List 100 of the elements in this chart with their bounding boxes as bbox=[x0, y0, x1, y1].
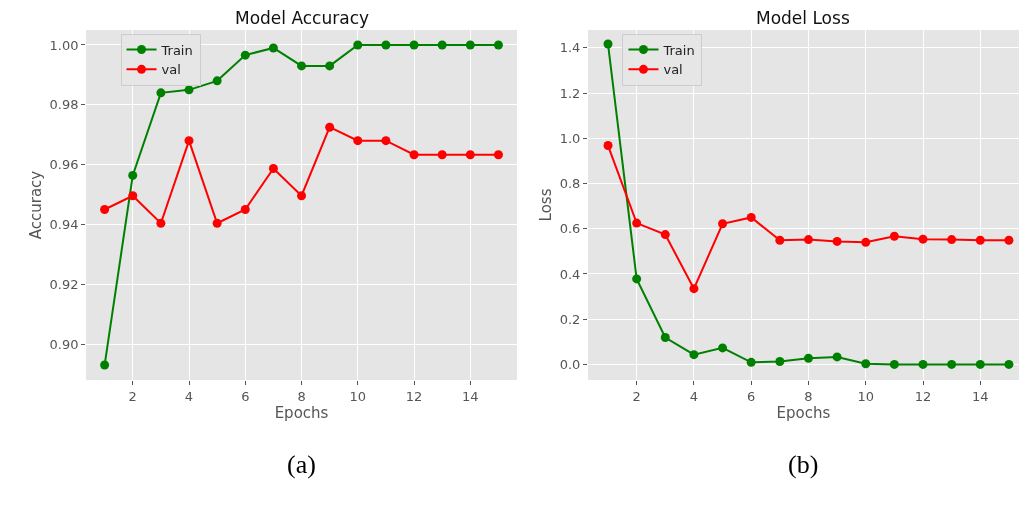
point bbox=[632, 218, 642, 228]
point bbox=[353, 136, 363, 146]
x-tick-label: 10 bbox=[349, 388, 367, 404]
y-axis-title: Loss bbox=[536, 188, 555, 222]
point bbox=[156, 218, 166, 228]
y-tick-label: 0.8 bbox=[559, 176, 581, 192]
point bbox=[268, 164, 278, 173]
x-tick-label: 2 bbox=[632, 388, 641, 404]
y-tick-label: 0.0 bbox=[559, 356, 581, 372]
point bbox=[889, 231, 899, 241]
point bbox=[409, 40, 419, 50]
point bbox=[240, 50, 250, 60]
point bbox=[381, 136, 391, 146]
point bbox=[947, 359, 957, 369]
point bbox=[381, 40, 391, 50]
point bbox=[156, 88, 166, 98]
point bbox=[718, 343, 728, 353]
y-tick-label: 0.94 bbox=[49, 216, 79, 232]
point bbox=[437, 40, 447, 50]
x-tick-label: 8 bbox=[297, 388, 306, 404]
y-tick-label: 0.98 bbox=[49, 97, 79, 113]
point bbox=[861, 359, 871, 369]
x-tick-label: 6 bbox=[241, 388, 250, 404]
legend-label: val bbox=[161, 62, 181, 78]
x-tick-label: 14 bbox=[972, 388, 989, 404]
legend-label: Train bbox=[662, 42, 695, 58]
chart-title: Model Accuracy bbox=[235, 8, 370, 28]
point bbox=[603, 39, 613, 49]
point bbox=[803, 353, 813, 363]
point bbox=[128, 191, 138, 201]
point bbox=[689, 350, 699, 360]
point bbox=[437, 150, 447, 160]
point bbox=[212, 218, 222, 228]
legend-label: Train bbox=[160, 42, 193, 58]
point bbox=[128, 170, 138, 180]
x-tick-label: 2 bbox=[128, 388, 137, 404]
x-tick-label: 12 bbox=[914, 388, 932, 404]
point bbox=[660, 332, 670, 342]
point bbox=[100, 360, 110, 370]
point bbox=[297, 191, 307, 201]
point bbox=[1004, 359, 1014, 369]
point bbox=[660, 230, 670, 240]
point bbox=[465, 150, 475, 160]
point bbox=[746, 357, 756, 367]
point bbox=[975, 359, 985, 369]
point bbox=[832, 352, 842, 362]
point bbox=[409, 150, 419, 160]
point bbox=[632, 274, 642, 284]
point bbox=[493, 150, 503, 160]
point bbox=[861, 237, 871, 247]
y-tick-label: 0.2 bbox=[559, 311, 581, 327]
y-axis-title: Accuracy bbox=[26, 170, 45, 240]
point bbox=[268, 43, 278, 53]
point bbox=[212, 76, 222, 86]
point bbox=[775, 356, 785, 366]
text: (a) bbox=[287, 450, 316, 479]
x-tick-label: 4 bbox=[184, 388, 194, 404]
x-axis-title: Epochs bbox=[776, 403, 831, 422]
y-tick-label: 0.4 bbox=[559, 266, 581, 282]
legend-label: val bbox=[663, 62, 683, 78]
y-tick-label: 1.00 bbox=[49, 37, 79, 53]
text: (b) bbox=[788, 450, 819, 479]
point bbox=[832, 236, 842, 246]
x-tick-label: 8 bbox=[804, 388, 813, 404]
point bbox=[493, 40, 503, 50]
point bbox=[889, 359, 899, 369]
y-tick-label: 1.0 bbox=[559, 130, 581, 146]
point bbox=[100, 204, 110, 214]
point bbox=[775, 235, 785, 245]
point bbox=[975, 235, 985, 245]
point bbox=[184, 136, 194, 146]
point bbox=[803, 235, 813, 245]
point bbox=[325, 122, 335, 132]
point bbox=[603, 141, 613, 151]
point bbox=[918, 234, 928, 244]
y-tick-label: 0.96 bbox=[49, 157, 79, 173]
point bbox=[325, 61, 335, 71]
y-tick-label: 0.6 bbox=[559, 221, 581, 237]
y-tick-label: 0.90 bbox=[49, 336, 79, 352]
point bbox=[947, 235, 957, 245]
x-axis-title: Epochs bbox=[274, 403, 329, 422]
x-tick-label: 12 bbox=[405, 388, 423, 404]
point bbox=[184, 85, 194, 95]
point bbox=[1004, 235, 1014, 245]
point bbox=[353, 40, 363, 50]
point bbox=[689, 284, 699, 294]
point bbox=[746, 212, 756, 222]
point bbox=[465, 40, 475, 50]
x-tick-label: 4 bbox=[689, 388, 699, 404]
x-tick-label: 10 bbox=[857, 388, 875, 404]
point bbox=[297, 61, 307, 71]
point bbox=[240, 204, 250, 214]
point bbox=[718, 219, 728, 229]
y-tick-label: 0.92 bbox=[49, 276, 79, 292]
x-tick-label: 14 bbox=[462, 388, 479, 404]
point bbox=[918, 359, 928, 369]
chart-title: Model Loss bbox=[756, 8, 850, 28]
x-tick-label: 6 bbox=[747, 388, 756, 404]
y-tick-label: 1.2 bbox=[559, 85, 581, 101]
y-tick-label: 1.4 bbox=[559, 40, 581, 56]
